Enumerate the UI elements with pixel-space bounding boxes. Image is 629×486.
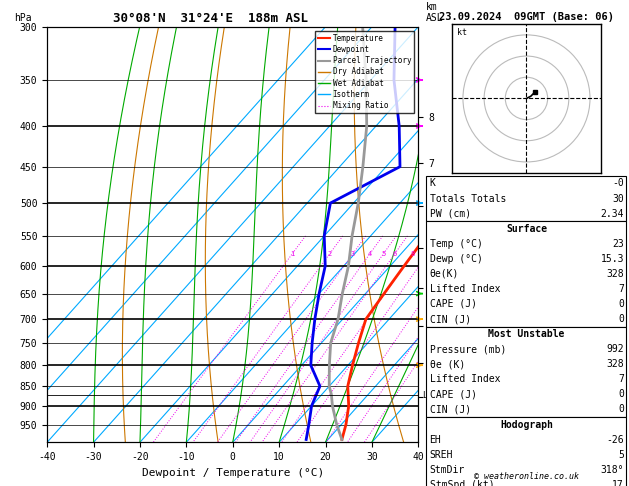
Text: 328: 328 bbox=[606, 269, 624, 279]
Text: km
ASL: km ASL bbox=[426, 2, 443, 22]
Text: 15.3: 15.3 bbox=[601, 254, 624, 264]
Text: PW (cm): PW (cm) bbox=[430, 208, 470, 219]
Text: 30°08'N  31°24'E  188m ASL: 30°08'N 31°24'E 188m ASL bbox=[113, 12, 308, 25]
Text: -0: -0 bbox=[612, 178, 624, 189]
Text: 0: 0 bbox=[618, 299, 624, 309]
Text: θe(K): θe(K) bbox=[430, 269, 459, 279]
Text: CIN (J): CIN (J) bbox=[430, 314, 470, 324]
Text: Hodograph: Hodograph bbox=[500, 419, 553, 430]
Text: 17: 17 bbox=[612, 480, 624, 486]
Text: 0: 0 bbox=[618, 404, 624, 415]
Text: Temp (°C): Temp (°C) bbox=[430, 239, 482, 249]
X-axis label: Dewpoint / Temperature (°C): Dewpoint / Temperature (°C) bbox=[142, 468, 324, 478]
Text: CIN (J): CIN (J) bbox=[430, 404, 470, 415]
Text: 8: 8 bbox=[411, 251, 415, 257]
Text: 3: 3 bbox=[350, 251, 355, 257]
Text: 23: 23 bbox=[612, 239, 624, 249]
Text: 2.34: 2.34 bbox=[601, 208, 624, 219]
Text: hPa: hPa bbox=[14, 13, 31, 22]
Text: StmDir: StmDir bbox=[430, 465, 465, 475]
Text: LCL: LCL bbox=[422, 391, 437, 400]
Text: 328: 328 bbox=[606, 359, 624, 369]
Text: 4: 4 bbox=[367, 251, 372, 257]
Text: Surface: Surface bbox=[506, 224, 547, 234]
Text: 992: 992 bbox=[606, 344, 624, 354]
Text: -26: -26 bbox=[606, 434, 624, 445]
Text: Most Unstable: Most Unstable bbox=[488, 329, 565, 339]
Y-axis label: Mixing Ratio (g/kg): Mixing Ratio (g/kg) bbox=[440, 179, 450, 290]
Text: 23.09.2024  09GMT (Base: 06): 23.09.2024 09GMT (Base: 06) bbox=[439, 12, 614, 22]
Text: kt: kt bbox=[457, 28, 467, 37]
Text: 30: 30 bbox=[612, 193, 624, 204]
Text: 1: 1 bbox=[290, 251, 294, 257]
Text: SREH: SREH bbox=[430, 450, 453, 460]
Text: 5: 5 bbox=[618, 450, 624, 460]
Text: 0: 0 bbox=[618, 314, 624, 324]
Text: θe (K): θe (K) bbox=[430, 359, 465, 369]
Text: 7: 7 bbox=[618, 374, 624, 384]
Text: StmSpd (kt): StmSpd (kt) bbox=[430, 480, 494, 486]
Text: Lifted Index: Lifted Index bbox=[430, 284, 500, 294]
Text: 0: 0 bbox=[618, 389, 624, 399]
Text: Pressure (mb): Pressure (mb) bbox=[430, 344, 506, 354]
Text: K: K bbox=[430, 178, 435, 189]
Text: 2: 2 bbox=[327, 251, 331, 257]
Text: © weatheronline.co.uk: © weatheronline.co.uk bbox=[474, 472, 579, 481]
Text: 6: 6 bbox=[392, 251, 396, 257]
Text: CAPE (J): CAPE (J) bbox=[430, 389, 477, 399]
Text: Lifted Index: Lifted Index bbox=[430, 374, 500, 384]
Text: 5: 5 bbox=[381, 251, 385, 257]
Text: 7: 7 bbox=[618, 284, 624, 294]
Legend: Temperature, Dewpoint, Parcel Trajectory, Dry Adiabat, Wet Adiabat, Isotherm, Mi: Temperature, Dewpoint, Parcel Trajectory… bbox=[315, 31, 415, 113]
Text: 318°: 318° bbox=[601, 465, 624, 475]
Text: Totals Totals: Totals Totals bbox=[430, 193, 506, 204]
Text: Dewp (°C): Dewp (°C) bbox=[430, 254, 482, 264]
Text: CAPE (J): CAPE (J) bbox=[430, 299, 477, 309]
Text: EH: EH bbox=[430, 434, 442, 445]
